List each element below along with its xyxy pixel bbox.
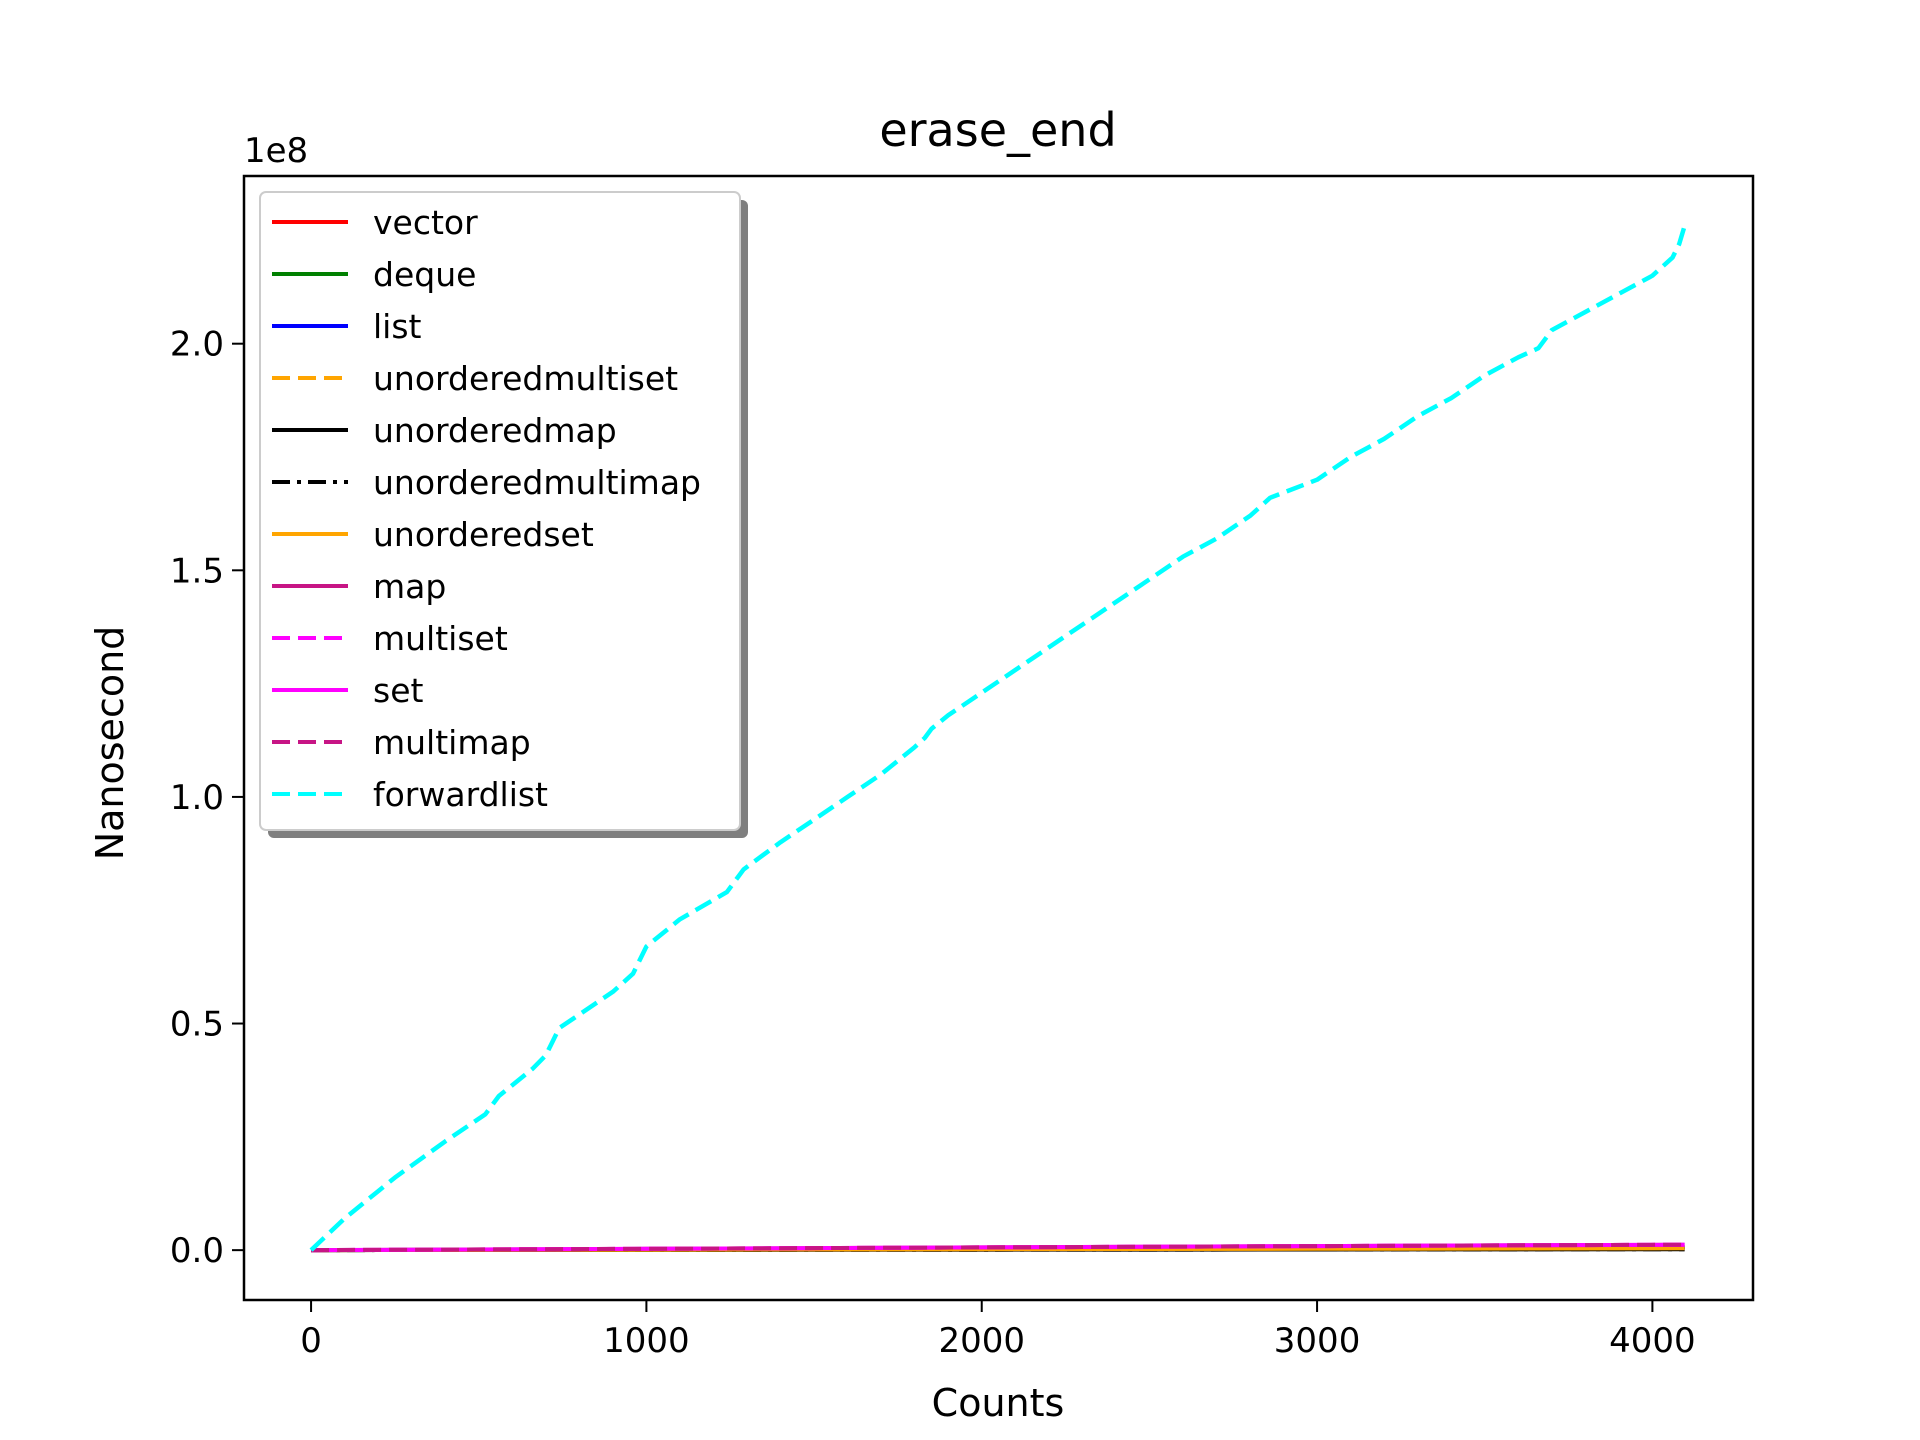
legend-label-vector: vector bbox=[373, 203, 478, 242]
legend-label-unorderedmultiset: unorderedmultiset bbox=[373, 359, 678, 398]
legend: vector deque list unorderedmultiset unordere… bbox=[259, 191, 748, 838]
axes-frame bbox=[242, 174, 1755, 1302]
x-axis: 0 1000 2000 3000 4000 bbox=[300, 1300, 1696, 1361]
legend-label-unorderedmultimap: unorderedmultimap bbox=[373, 463, 701, 502]
chart-title: erase_end bbox=[879, 103, 1116, 157]
x-tick-label: 4000 bbox=[1609, 1321, 1696, 1361]
legend-entries: vector deque list unorderedmultiset unordere… bbox=[272, 203, 701, 814]
legend-label-multiset: multiset bbox=[373, 619, 508, 658]
legend-label-multimap: multimap bbox=[373, 723, 531, 762]
y-tick-label: 2.0 bbox=[170, 325, 224, 365]
series-line-multimap bbox=[311, 1242, 1685, 1253]
y-tick-label: 0.0 bbox=[170, 1231, 224, 1271]
x-tick-label: 2000 bbox=[938, 1321, 1025, 1361]
x-tick-label: 1000 bbox=[603, 1321, 690, 1361]
legend-label-forwardlist: forwardlist bbox=[373, 775, 548, 814]
series-line-forwardlist bbox=[309, 225, 1687, 1252]
y-axis-label: Nanosecond bbox=[88, 626, 132, 861]
y-offset-text: 1e8 bbox=[244, 131, 308, 171]
legend-box bbox=[259, 191, 741, 831]
legend-label-unorderedmap: unorderedmap bbox=[373, 411, 617, 450]
y-tick-label: 0.5 bbox=[170, 1005, 224, 1045]
legend-label-unorderedset: unorderedset bbox=[373, 515, 594, 554]
x-axis-label: Counts bbox=[932, 1381, 1065, 1425]
y-tick-label: 1.0 bbox=[170, 778, 224, 818]
legend-label-list: list bbox=[373, 307, 422, 346]
y-axis: 0.0 0.5 1.0 1.5 2.0 bbox=[170, 325, 244, 1271]
x-tick-label: 3000 bbox=[1274, 1321, 1361, 1361]
x-tick-label: 0 bbox=[300, 1321, 322, 1361]
plot-area bbox=[309, 225, 1687, 1253]
legend-label-map: map bbox=[373, 567, 446, 606]
y-tick-label: 1.5 bbox=[170, 551, 224, 591]
legend-label-deque: deque bbox=[373, 255, 476, 294]
legend-label-set: set bbox=[373, 671, 423, 710]
